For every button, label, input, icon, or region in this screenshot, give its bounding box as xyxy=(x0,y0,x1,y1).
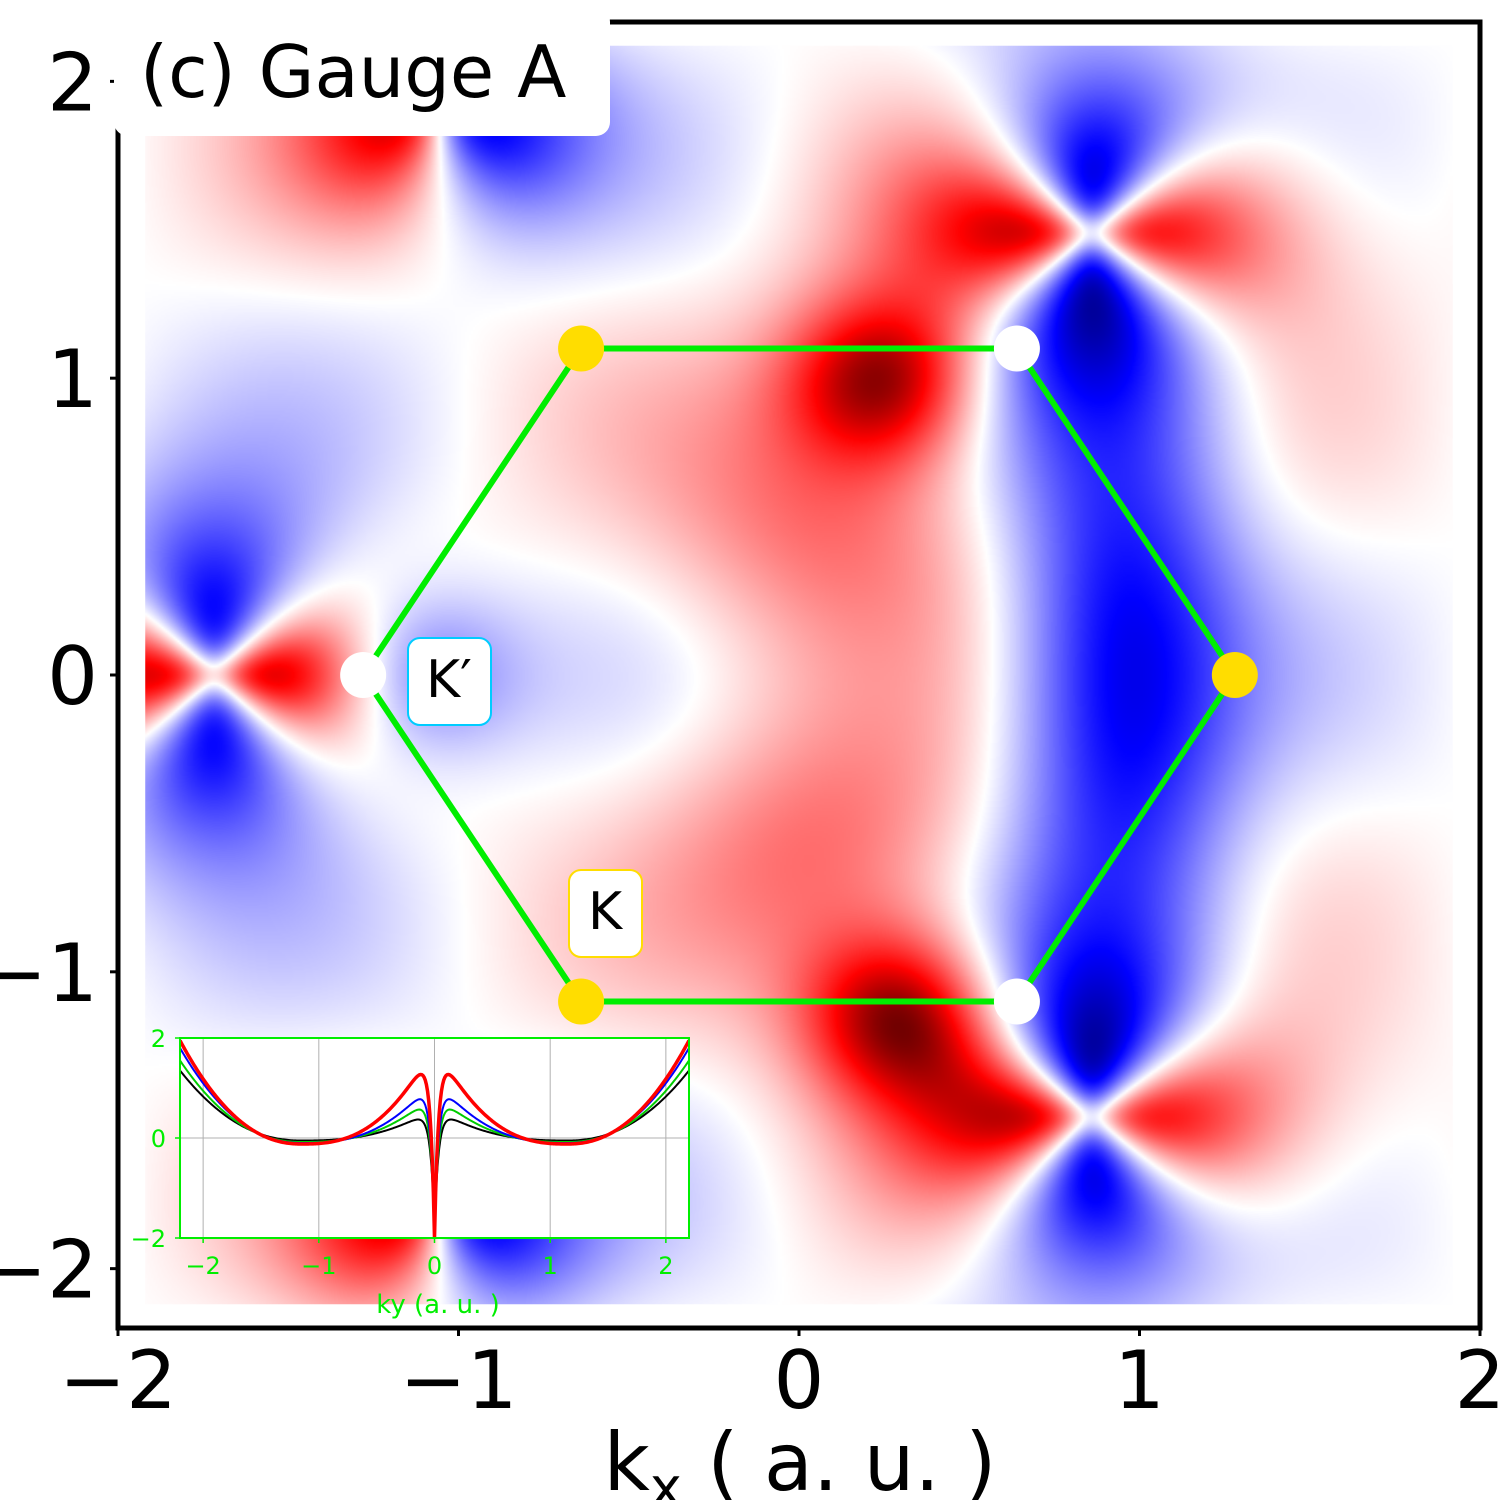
k-prime-annotation-label: K′ xyxy=(426,650,472,710)
k-point-marker-1 xyxy=(1211,652,1258,698)
k-annotation-label: K xyxy=(588,882,624,942)
inset-series-line-3 xyxy=(180,1039,689,1238)
inset-x-tick-label-1: −1 xyxy=(301,1252,336,1280)
x-tick-label-3: 1 xyxy=(1114,1334,1165,1427)
x-tick-label-2: 0 xyxy=(774,1334,825,1427)
inset-x-label: ky (a. u. ) xyxy=(376,1290,500,1320)
x-axis-label: kx ( a. u. ) xyxy=(603,1416,996,1500)
inset-series xyxy=(180,1039,689,1238)
panel-label-text: (c) Gauge A xyxy=(140,30,566,114)
inset-y-tick-label-0: −2 xyxy=(131,1225,166,1253)
inset-x-tick-label-4: 2 xyxy=(658,1252,673,1280)
y-tick-label-2: 0 xyxy=(47,630,98,723)
k-annotation-box xyxy=(568,869,643,958)
x-tick-label-0: −2 xyxy=(59,1334,177,1427)
inset-y-tick-label-2: 2 xyxy=(151,1025,166,1053)
k-prime-annotation-box xyxy=(407,637,492,726)
y-tick-label-3: 1 xyxy=(47,333,98,426)
x-axis-label-k: k xyxy=(603,1416,650,1500)
k-point-marker-4 xyxy=(993,325,1040,372)
k-point-marker-2 xyxy=(558,978,605,1025)
inset-x-tick-label-2: 0 xyxy=(427,1252,442,1280)
k-point-marker-3 xyxy=(340,652,387,698)
k-point-marker-0 xyxy=(558,325,605,372)
panel-label-box xyxy=(114,8,610,136)
y-axis-ticks: −2 −1 0 1 2 xyxy=(0,36,118,1317)
inset-line-plot: −2 −1 0 1 2 −2 0 2 ky (a. u. ) xyxy=(131,1025,690,1320)
k-point-markers xyxy=(340,325,1258,1025)
inset-y-ticks: −2 0 2 xyxy=(131,1025,180,1253)
inset-x-tick-label-0: −2 xyxy=(185,1252,220,1280)
panel-label: (c) Gauge A xyxy=(114,8,610,136)
k-annotation: K xyxy=(568,869,643,958)
k-prime-annotation: K′ xyxy=(407,637,492,726)
x-tick-label-4: 2 xyxy=(1455,1334,1500,1427)
x-tick-label-1: −1 xyxy=(400,1334,518,1427)
x-axis-label-subscript: x xyxy=(650,1456,682,1500)
y-tick-label-1: −1 xyxy=(0,927,98,1020)
k-point-marker-5 xyxy=(993,978,1040,1025)
inset-x-ticks: −2 −1 0 1 2 xyxy=(185,1238,674,1280)
x-axis-label-unit: ( a. u. ) xyxy=(682,1416,997,1500)
inset-y-tick-label-1: 0 xyxy=(151,1125,166,1153)
x-axis-ticks: −2 −1 0 1 2 xyxy=(59,1328,1500,1427)
y-tick-label-4: 2 xyxy=(47,36,98,129)
inset-x-tick-label-3: 1 xyxy=(543,1252,558,1280)
y-tick-label-0: −2 xyxy=(0,1224,98,1317)
